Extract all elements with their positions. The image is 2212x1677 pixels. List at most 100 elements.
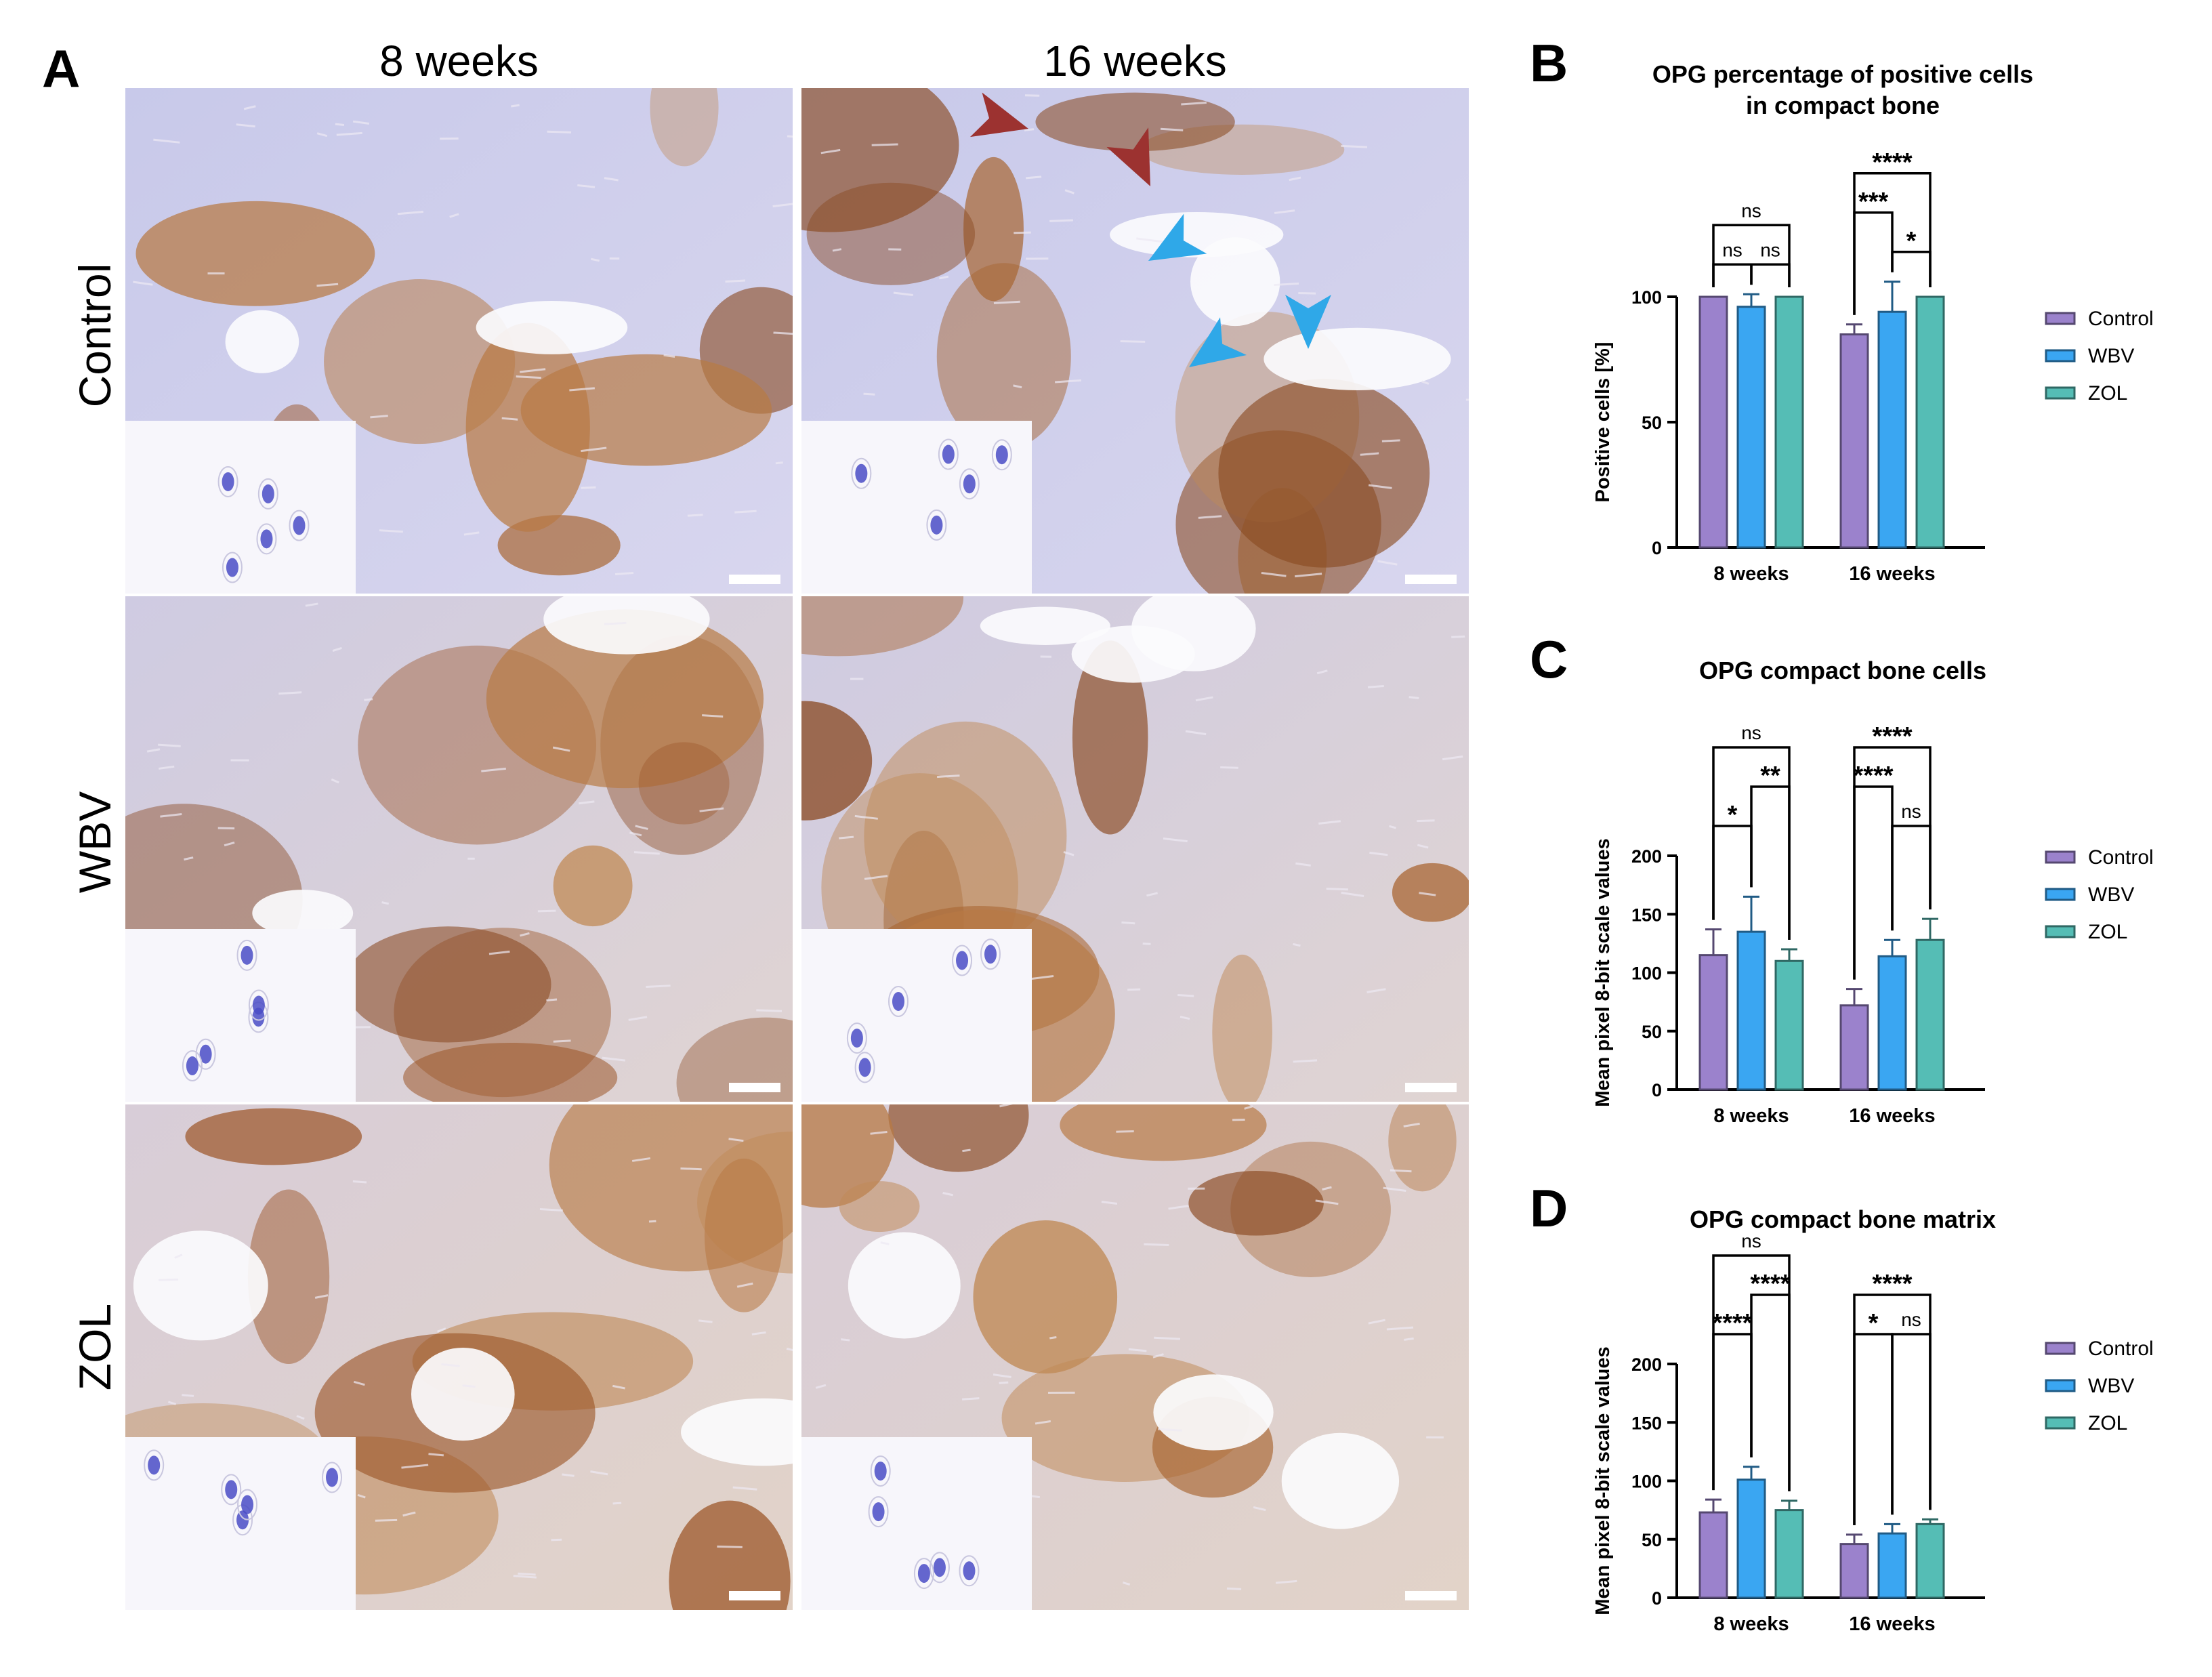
stained-nucleus (956, 951, 968, 970)
y-tick-label: 50 (1642, 1022, 1662, 1042)
lacuna (1127, 989, 1140, 990)
legend-label: Control (2088, 308, 2154, 330)
bar-zol-1 (1917, 1524, 1944, 1598)
significance-label: ns (1760, 239, 1780, 260)
bar-wbv-0 (1738, 307, 1765, 547)
lacuna (540, 1209, 563, 1211)
lacuna (1227, 1588, 1241, 1589)
marrow-space (411, 1348, 515, 1441)
lacuna (518, 1573, 535, 1575)
x-tick-label: 8 weeks (1713, 1613, 1789, 1635)
lacuna (649, 1221, 656, 1222)
lacuna (1368, 686, 1384, 687)
stained-region (973, 1220, 1117, 1373)
y-axis-label: Mean pixel 8-bit scale values (1592, 838, 1614, 1107)
stained-region (1188, 1171, 1323, 1236)
lacuna (551, 1539, 562, 1540)
lacuna (1049, 1337, 1056, 1338)
bar-control-0 (1700, 297, 1727, 547)
y-axis-label: Positive cells [%] (1592, 342, 1614, 503)
stained-nucleus (260, 529, 272, 548)
lacuna (1404, 1338, 1413, 1340)
legend-swatch (2046, 889, 2074, 900)
lacuna (546, 999, 557, 1000)
lacuna (646, 986, 670, 987)
bar-wbv-0 (1738, 932, 1765, 1090)
significance-label: **** (1750, 1270, 1790, 1298)
legend-label: WBV (2088, 1375, 2134, 1397)
legend-label: WBV (2088, 884, 2134, 906)
lacuna (1451, 636, 1465, 637)
row-header-zol: ZOL (72, 1161, 117, 1533)
lacuna (999, 1382, 1009, 1383)
lacuna (278, 692, 301, 694)
lacuna (1024, 129, 1034, 131)
stained-nucleus (875, 1462, 887, 1481)
lacuna (702, 716, 723, 717)
stained-region (1035, 93, 1234, 152)
x-tick-label: 16 weeks (1849, 1613, 1935, 1635)
y-tick-label: 100 (1631, 964, 1662, 984)
y-tick-label: 100 (1631, 1472, 1662, 1492)
x-tick-label: 8 weeks (1713, 563, 1789, 585)
lacuna (1220, 767, 1238, 768)
lacuna (364, 699, 373, 700)
significance-bracket (1854, 213, 1892, 315)
legend-swatch (2046, 1417, 2074, 1428)
significance-bracket (1713, 264, 1751, 287)
lacuna (1382, 440, 1400, 441)
significance-bracket (1892, 826, 1930, 930)
chart-b: B OPG percentage of positive cells in comp… (1511, 27, 2202, 623)
stained-nucleus (859, 1058, 871, 1077)
lacuna (756, 1010, 782, 1011)
legend-swatch (2046, 852, 2074, 863)
stained-nucleus (253, 996, 265, 1015)
micrograph-zol-16-weeks (801, 1104, 1469, 1610)
legend-swatch (2046, 350, 2074, 361)
chart-title: OPG percentage of positive cells (1652, 60, 2033, 88)
scale-bar (729, 1083, 780, 1092)
stained-nucleus (963, 1561, 975, 1580)
stained-region (554, 846, 633, 926)
micrograph-wbv-8-weeks (125, 596, 793, 1102)
column-header-16-weeks: 16 weeks (801, 39, 1469, 83)
lacuna (613, 1503, 622, 1504)
x-tick-label: 16 weeks (1849, 1105, 1935, 1127)
y-tick-label: 100 (1631, 287, 1662, 308)
lacuna (516, 377, 541, 378)
lacuna (774, 333, 793, 334)
lacuna (1144, 1244, 1169, 1245)
row-header-control: Control (72, 149, 117, 522)
lacuna (182, 1395, 194, 1396)
lacuna (962, 1399, 979, 1400)
micrograph-wbv-16-weeks (801, 596, 1469, 1102)
chart-title: in compact bone (1746, 91, 1940, 119)
bar-zol-0 (1776, 1510, 1803, 1598)
bar-zol-1 (1917, 940, 1944, 1090)
bar-zol-0 (1776, 961, 1803, 1090)
stained-nucleus (851, 1029, 863, 1048)
legend-label: Control (2088, 1338, 2154, 1360)
bar-wbv-1 (1879, 956, 1906, 1090)
inset-magnified-cells (125, 929, 356, 1102)
lacuna (159, 1279, 178, 1280)
panel-letter: B (1530, 33, 1568, 93)
panel-a-label: A (42, 42, 80, 95)
lacuna (353, 1182, 367, 1183)
significance-label: *** (1858, 188, 1889, 216)
stained-nucleus (963, 474, 976, 493)
stained-nucleus (293, 516, 305, 535)
scale-bar (729, 575, 780, 584)
stained-region (466, 323, 590, 532)
significance-label: **** (1853, 762, 1893, 790)
significance-label: ns (1741, 1230, 1761, 1251)
stained-nucleus (918, 1564, 930, 1583)
stained-region (639, 742, 730, 824)
lacuna (872, 144, 898, 145)
y-axis-label: Mean pixel 8-bit scale values (1592, 1346, 1614, 1615)
significance-label: ns (1741, 200, 1761, 221)
stained-nucleus (942, 445, 955, 464)
stained-region (1392, 863, 1469, 922)
